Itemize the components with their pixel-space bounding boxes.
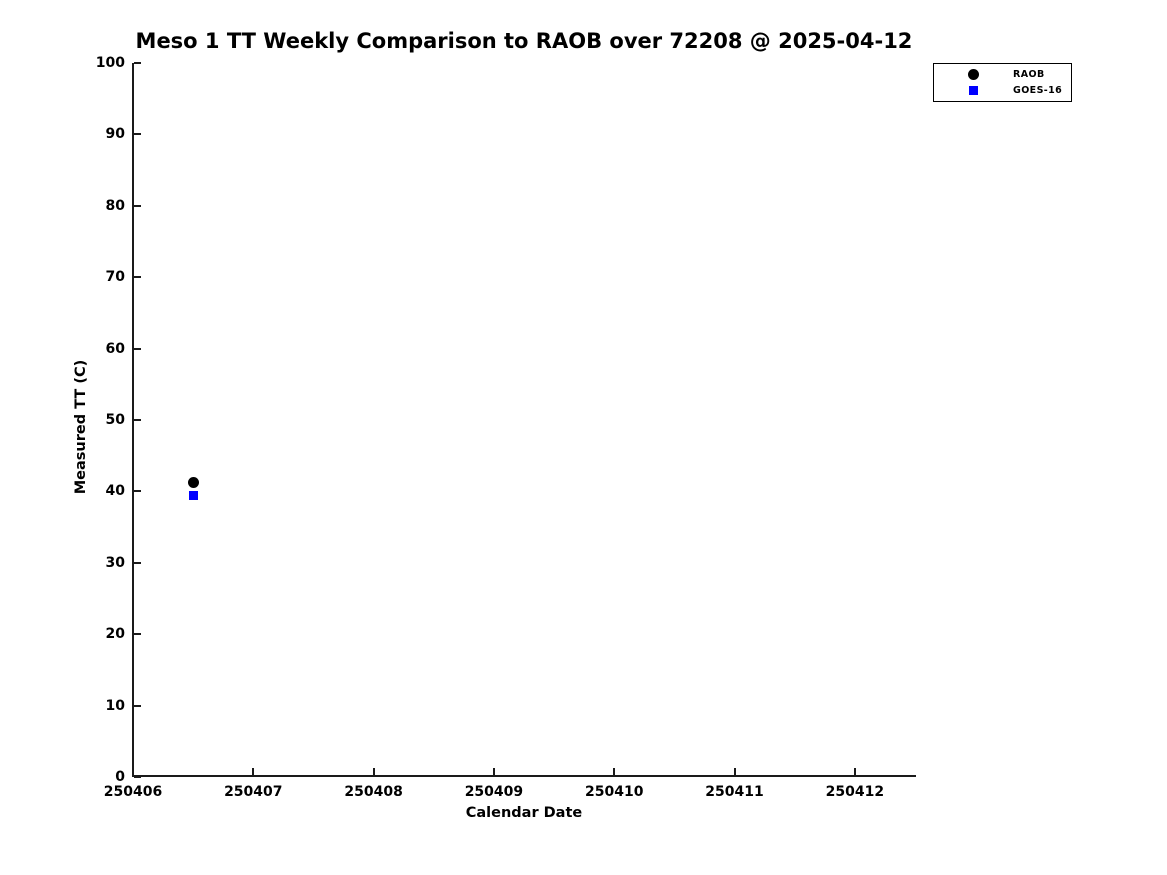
data-point-goes-16 [188,491,198,501]
x-tick [132,768,134,775]
x-tick [853,768,856,775]
legend-item-goes-16: GOES-16 [934,83,1071,99]
y-tick [134,419,141,421]
y-tick-label: 80 [105,197,125,214]
y-tick-label: 60 [105,340,125,357]
y-tick-label: 20 [105,626,125,643]
y-tick [134,776,141,778]
y-tick [134,62,141,64]
y-tick [134,133,141,136]
y-tick [134,704,141,707]
data-point-raob [187,477,199,489]
x-tick-label: 250409 [464,784,524,800]
y-tick [134,561,141,564]
y-tick [134,490,141,493]
y-tick-label: 10 [105,697,125,714]
y-tick [134,633,141,636]
x-tick-label: 250406 [103,784,163,800]
y-tick-label: 100 [95,55,125,71]
circle-marker-icon [968,69,979,80]
legend-item-raob: RAOB [934,67,1071,83]
y-tick-label: 40 [105,483,125,500]
x-tick-label: 250408 [344,784,403,800]
legend: RAOB GOES-16 [933,63,1072,102]
legend-marker-cell [934,69,1013,80]
y-tick-label: 50 [105,412,125,428]
x-tick-label: 250410 [584,784,644,800]
y-axis-spine [132,63,134,777]
x-tick [492,768,495,775]
x-tick [252,768,255,775]
x-tick-label: 250412 [825,784,885,800]
chart-title: Meso 1 TT Weekly Comparison to RAOB over… [135,29,913,53]
square-marker-icon [969,86,978,95]
x-tick [733,768,736,775]
y-tick [134,204,141,207]
legend-marker-cell [934,86,1013,95]
legend-label: GOES-16 [1013,85,1063,96]
y-tick-label: 30 [105,554,125,571]
legend-label: RAOB [1013,69,1045,80]
y-tick-label: 90 [105,126,125,143]
y-tick [134,276,141,279]
x-axis-spine [132,775,916,777]
y-tick [134,347,141,350]
x-tick [372,768,375,775]
x-axis-label: Calendar Date [465,805,583,821]
x-tick [613,768,616,775]
y-tick-label: 70 [105,269,125,286]
x-tick-label: 250407 [224,784,283,800]
x-tick-label: 250411 [705,784,764,800]
y-tick-label: 0 [115,769,125,785]
